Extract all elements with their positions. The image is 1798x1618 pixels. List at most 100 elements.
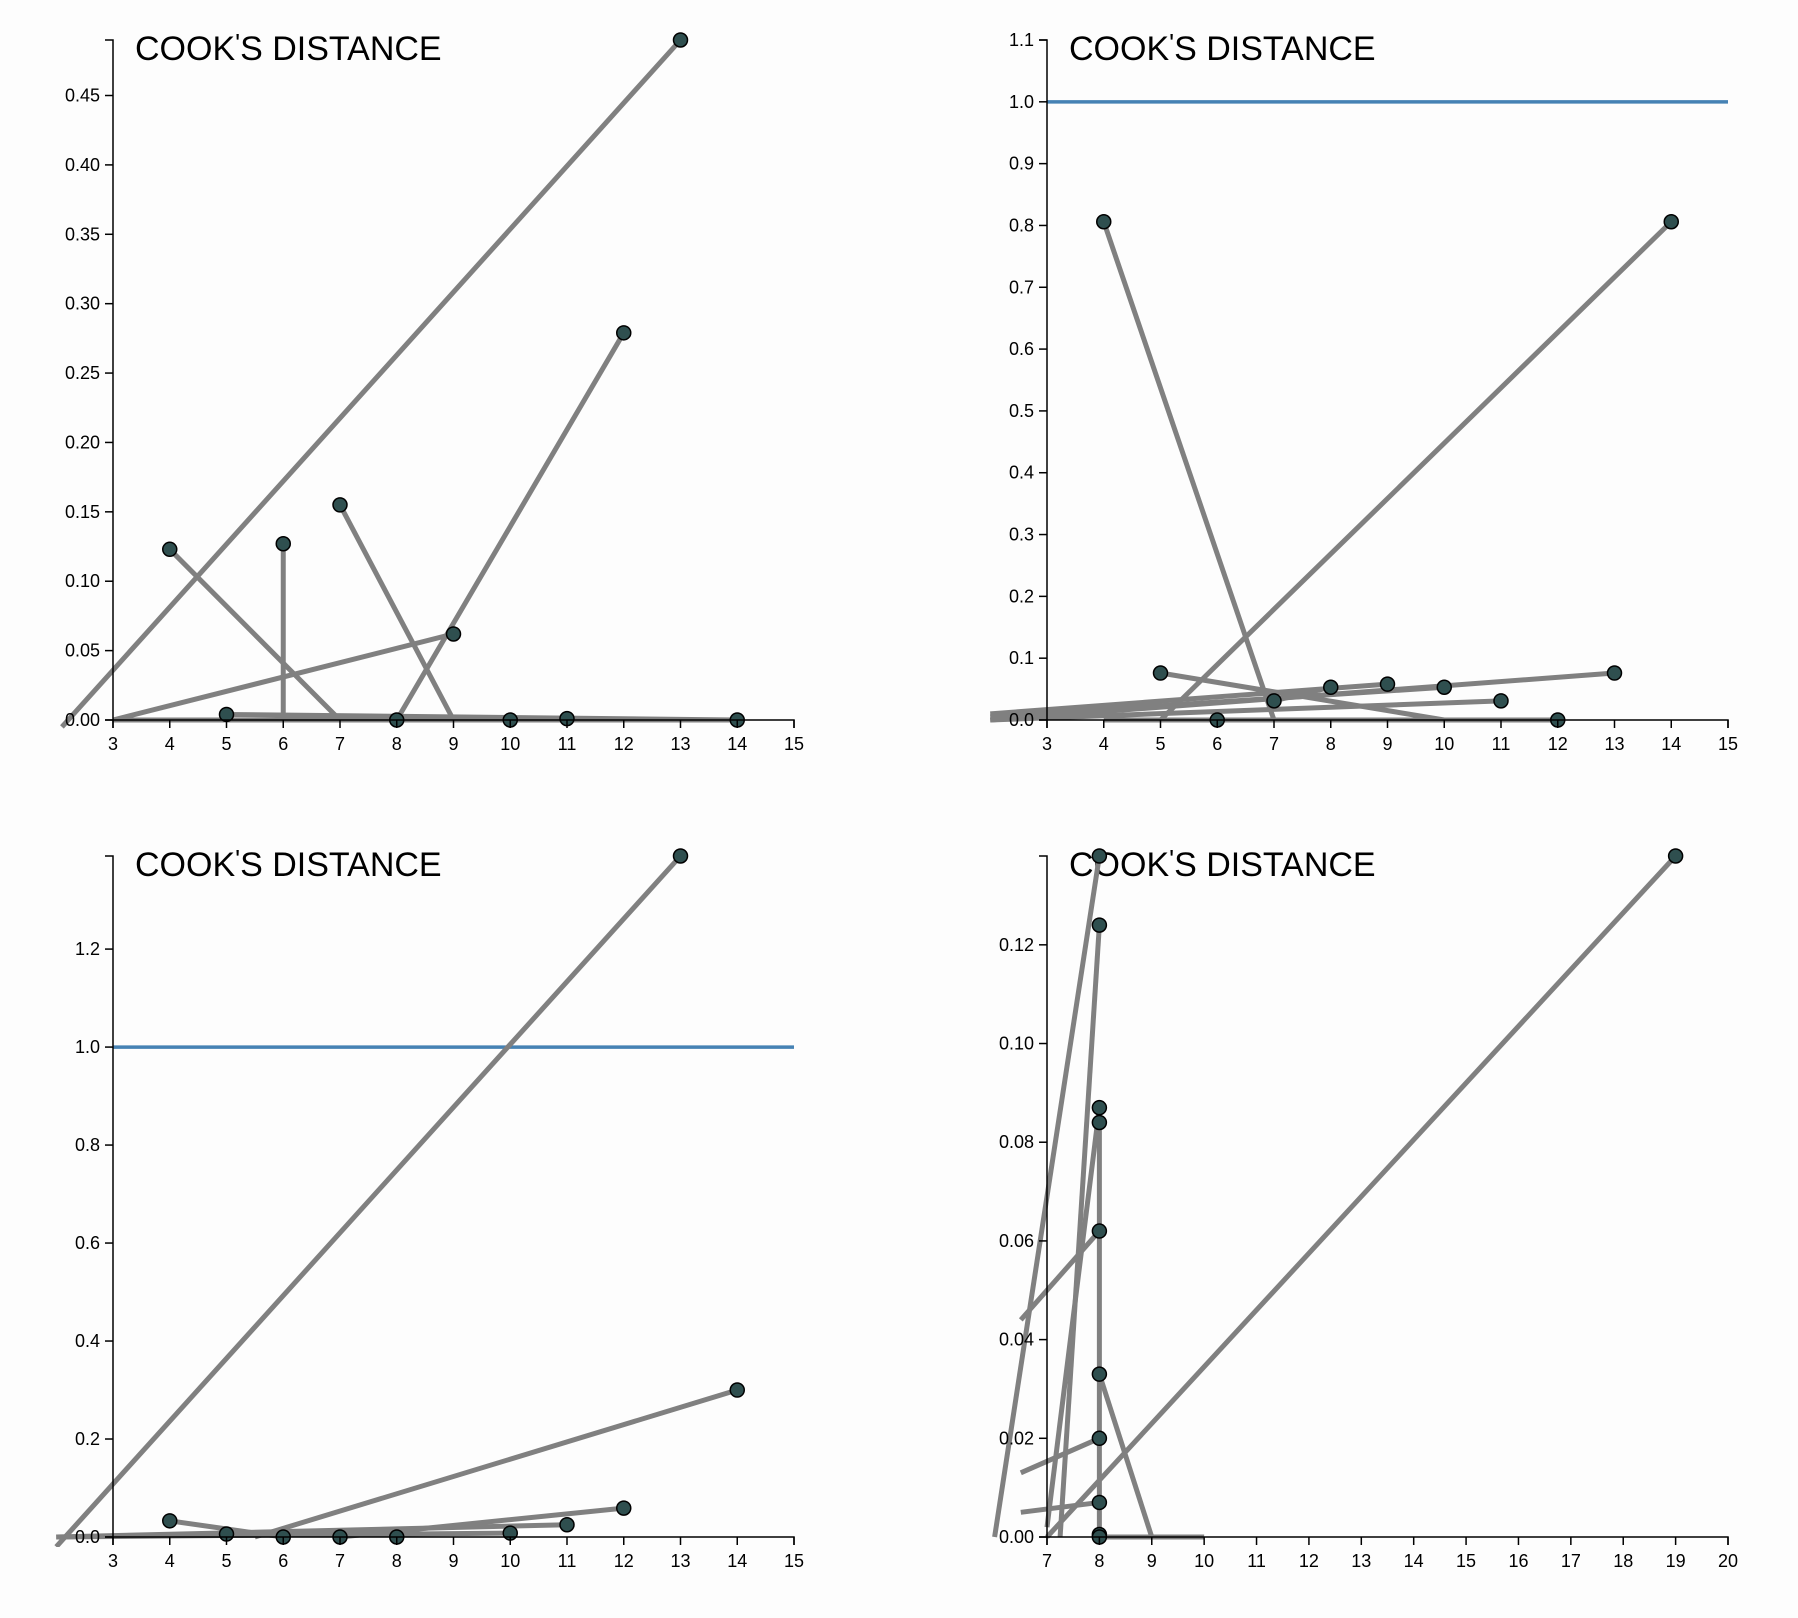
- x-tick-label: 10: [1194, 1551, 1214, 1571]
- distance-segment: [1044, 1107, 1102, 1528]
- data-point: [445, 626, 462, 642]
- chart-panel-2: COOK'S DISTANCE 0.0 0.1 0.2 0.3 0.4 0.5 0.6 0.7 0…: [990, 28, 1738, 754]
- data-layer: [990, 213, 1679, 728]
- chart-panel-3: COOK'S DISTANCE 0.0 0.2 0.4 0.6 0.8 1.0 1.2 3 4 5 6…: [54, 844, 804, 1571]
- y-tick-label: 0.00: [999, 1527, 1034, 1547]
- x-tick-label: 6: [1212, 734, 1222, 754]
- distance-segment: [254, 1387, 738, 1540]
- x-tick-label: 14: [1661, 734, 1681, 754]
- data-point: [1152, 665, 1169, 681]
- distance-segment: [394, 331, 626, 722]
- chart-title-part: COOK: [135, 30, 235, 68]
- x-tick-label: 15: [784, 1551, 804, 1571]
- x-tick-label: 16: [1508, 1551, 1528, 1571]
- x-tick-label: 7: [335, 734, 345, 754]
- x-tick-label: 13: [670, 1551, 690, 1571]
- x-tick-label: 5: [221, 1551, 231, 1571]
- y-tick-label: 0.02: [999, 1428, 1034, 1448]
- data-point: [672, 848, 689, 864]
- distance-segment: [112, 631, 455, 723]
- y-tick-label: 0.0: [1009, 710, 1034, 730]
- data-point: [1323, 679, 1339, 695]
- data-point: [616, 1500, 632, 1516]
- y-tick-label: 0.08: [999, 1132, 1034, 1152]
- x-tick-label: 18: [1613, 1551, 1633, 1571]
- y-tick-label: 0.25: [65, 363, 100, 383]
- distance-segment: [1273, 684, 1332, 704]
- x-tick-label: 3: [108, 734, 118, 754]
- data-point: [1266, 693, 1282, 709]
- y-tick-label: 1.0: [75, 1037, 100, 1057]
- x-tick-label: 9: [448, 1551, 458, 1571]
- x-tick-label: 10: [500, 734, 520, 754]
- distance-segment: [337, 503, 456, 722]
- x-tick-label: 14: [1404, 1551, 1424, 1571]
- data-point: [1493, 693, 1509, 709]
- data-point: [1091, 1494, 1108, 1511]
- y-tick-label: 0.35: [65, 224, 100, 244]
- x-tick-label: 7: [1269, 734, 1279, 754]
- data-point: [729, 1382, 745, 1398]
- x-tick-label: 9: [1147, 1551, 1157, 1571]
- x-tick-label: 14: [727, 734, 747, 754]
- x-tick-label: 10: [500, 1551, 520, 1571]
- data-point: [332, 497, 348, 513]
- x-tick-label: 9: [1382, 734, 1392, 754]
- x-tick-label: 8: [1094, 1551, 1104, 1571]
- x-tick-label: 12: [1548, 734, 1568, 754]
- data-point: [1436, 679, 1452, 695]
- x-tick-label: 7: [335, 1551, 345, 1571]
- data-layer: [54, 848, 745, 1547]
- distance-segment: [1019, 1436, 1101, 1476]
- x-tick-label: 13: [1351, 1551, 1371, 1571]
- chart-title-part: COOK: [1069, 30, 1169, 68]
- y-tick-label: 0.1: [1009, 648, 1034, 668]
- chart-title: COOK'S DISTANCE: [1069, 28, 1376, 68]
- chart-title-part: ': [235, 28, 240, 58]
- distance-segment: [226, 711, 738, 723]
- x-tick-label: 15: [1718, 734, 1738, 754]
- data-point: [275, 536, 291, 552]
- x-tick-label: 10: [1434, 734, 1454, 754]
- y-tick-label: 0.00: [65, 710, 100, 730]
- data-point: [1379, 676, 1396, 692]
- distance-segment: [1045, 854, 1678, 1539]
- chart-title-part: S DISTANCE: [240, 30, 442, 68]
- x-tick-label: 13: [670, 734, 690, 754]
- y-tick-label: 0.2: [1009, 586, 1034, 606]
- x-tick-label: 7: [1042, 1551, 1052, 1571]
- distance-segment: [1158, 219, 1673, 722]
- distance-segment: [990, 698, 1502, 723]
- chart-title-part: S DISTANCE: [240, 846, 442, 884]
- distance-segment: [60, 38, 683, 729]
- distance-segment: [1057, 924, 1102, 1538]
- data-point: [1096, 213, 1112, 230]
- y-tick-label: 1.1: [1009, 30, 1034, 50]
- chart-title-part: ': [1169, 844, 1174, 874]
- y-tick-label: 1.0: [1009, 92, 1034, 112]
- y-tick-label: 0.4: [1009, 463, 1034, 483]
- x-tick-label: 17: [1561, 1551, 1581, 1571]
- y-tick-label: 0.45: [65, 86, 100, 106]
- y-tick-label: 1.2: [75, 939, 100, 959]
- x-tick-label: 11: [1492, 734, 1511, 754]
- chart-title: COOK'S DISTANCE: [1069, 844, 1376, 884]
- distance-segment: [167, 547, 342, 722]
- y-tick-label: 0.10: [65, 571, 100, 591]
- x-tick-label: 12: [614, 734, 634, 754]
- y-tick-label: 0.3: [1009, 525, 1034, 545]
- x-tick-label: 4: [165, 734, 175, 754]
- distance-segment: [990, 684, 1445, 720]
- data-point: [1091, 1366, 1108, 1382]
- data-point: [559, 1517, 575, 1533]
- x-tick-label: 14: [727, 1551, 747, 1571]
- y-tick-label: 0.15: [65, 502, 100, 522]
- data-point: [1091, 1223, 1108, 1239]
- distance-segment: [1018, 1229, 1102, 1322]
- x-tick-label: 19: [1666, 1551, 1686, 1571]
- y-tick-label: 0.8: [1009, 215, 1034, 235]
- x-tick-label: 11: [558, 1551, 577, 1571]
- chart-title-part: ': [235, 844, 240, 874]
- data-point: [162, 541, 178, 558]
